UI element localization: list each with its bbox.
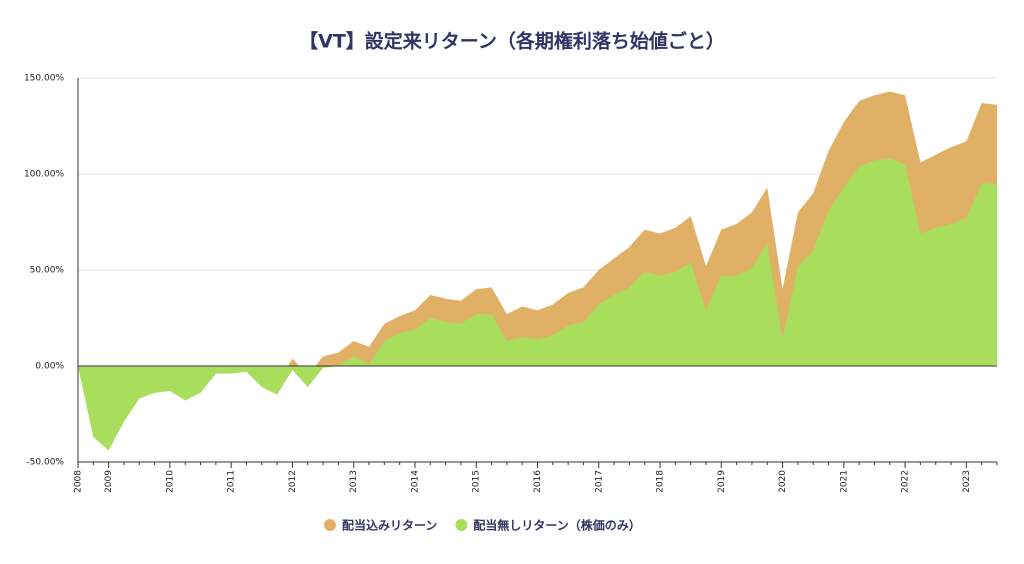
x-tick-label: 2008 bbox=[74, 470, 84, 493]
x-tick-label: 2015 bbox=[472, 470, 482, 493]
y-tick-label: -50.00% bbox=[26, 458, 64, 468]
x-tick-label: 2022 bbox=[901, 470, 911, 493]
legend-marker bbox=[324, 519, 336, 531]
x-tick-label: 2010 bbox=[165, 470, 175, 493]
y-tick-label: 0.00% bbox=[35, 362, 64, 372]
x-tick-label: 2009 bbox=[104, 470, 114, 493]
x-tick-label: 2011 bbox=[227, 470, 237, 493]
x-tick-label: 2014 bbox=[410, 470, 420, 493]
x-tick-label: 2012 bbox=[288, 470, 298, 493]
chart-title: 【VT】設定来リターン（各期権利落ち始値ごと） bbox=[299, 30, 725, 53]
x-tick-label: 2020 bbox=[778, 470, 788, 493]
x-tick-label: 2016 bbox=[533, 470, 543, 493]
legend-marker bbox=[455, 519, 468, 531]
y-tick-label: 150.00% bbox=[24, 74, 64, 84]
x-tick-label: 2021 bbox=[839, 470, 849, 493]
y-tick-label: 100.00% bbox=[24, 170, 64, 180]
x-tick-label: 2013 bbox=[349, 470, 359, 493]
x-tick-label: 2019 bbox=[717, 470, 727, 493]
legend-label: 配当無しリターン（株価のみ） bbox=[473, 518, 640, 533]
x-tick-label: 2023 bbox=[962, 470, 972, 493]
x-tick-label: 2017 bbox=[594, 470, 604, 493]
area bbox=[78, 158, 997, 451]
y-tick-label: 50.00% bbox=[30, 266, 65, 276]
legend-label: 配当込みリターン bbox=[342, 518, 437, 533]
x-tick-label: 2018 bbox=[656, 470, 666, 493]
